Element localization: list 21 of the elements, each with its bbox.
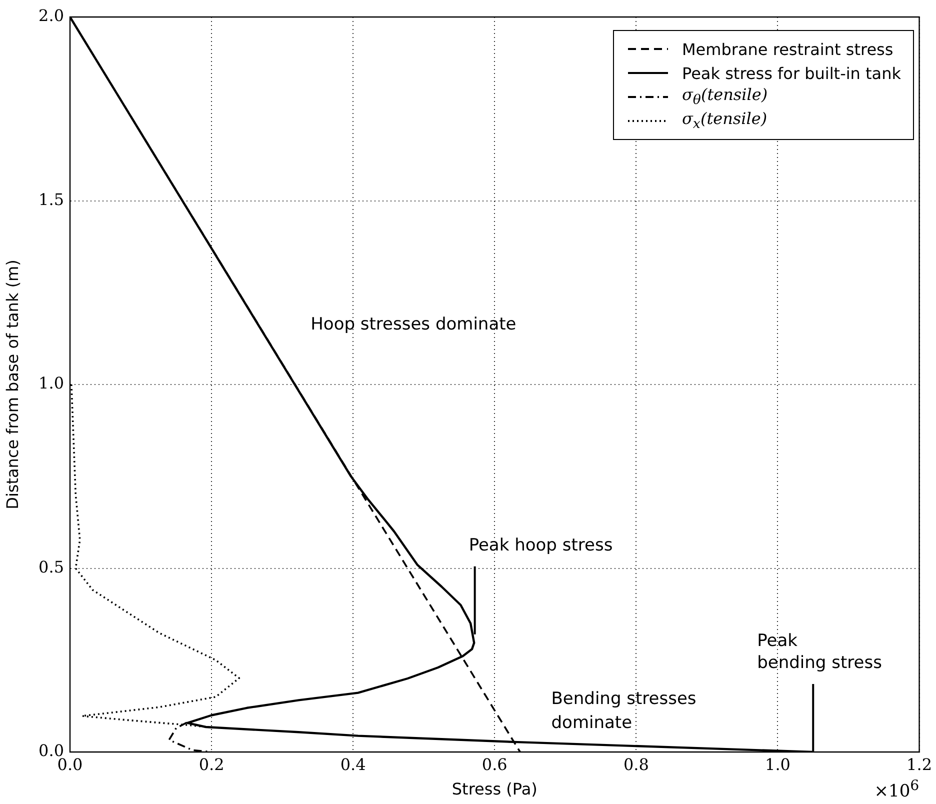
- legend-label: Membrane restraint stress: [682, 40, 894, 58]
- y-tick-label: 1.5: [38, 190, 64, 209]
- x-tick-label: 0.4: [340, 754, 366, 774]
- annotation: Bending stresses dominate: [551, 689, 696, 734]
- annotation: Peak bending stress: [757, 631, 882, 673]
- y-tick-label: 2.0: [38, 6, 64, 26]
- x-tick-label: 0.2: [198, 754, 224, 774]
- y-tick-label: 0.5: [38, 557, 64, 576]
- legend-label: σ$_{x}$(tensile): [682, 109, 768, 133]
- annotation: Hoop stresses dominate: [310, 314, 516, 334]
- y-tick-label: 1.0: [38, 374, 64, 393]
- legend-label: Peak stress for built-in tank: [682, 64, 901, 82]
- x-tick-label: 0.6: [482, 754, 508, 774]
- x-tick-label: 1.0: [765, 754, 790, 774]
- text: ×10$^{6}$: [874, 778, 920, 802]
- x-tick-label: 0.8: [623, 754, 649, 774]
- legend-label: σ$_{θ}$(tensile): [682, 85, 768, 109]
- y-axis-title: Distance from base of tank (m): [2, 260, 22, 510]
- x-tick-label: 1.2: [906, 754, 932, 774]
- annotation: Peak hoop stress: [468, 535, 613, 556]
- x-axis-title: Stress (Pa): [452, 780, 538, 799]
